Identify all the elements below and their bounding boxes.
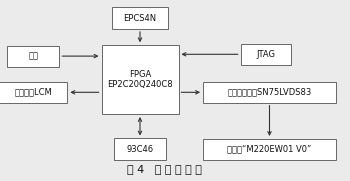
Text: 差分信号发送SN75LVDS83: 差分信号发送SN75LVDS83 (228, 88, 312, 97)
FancyBboxPatch shape (241, 44, 291, 65)
Text: EP2C20Q240C8: EP2C20Q240C8 (107, 80, 173, 89)
Text: 液晶模块LCM: 液晶模块LCM (14, 88, 52, 97)
Text: FPGA: FPGA (129, 70, 151, 79)
Text: 图 4   整 体 结 构 图: 图 4 整 体 结 构 图 (127, 164, 202, 174)
Text: 液晶屏“M220EW01 V0”: 液晶屏“M220EW01 V0” (228, 145, 312, 154)
FancyBboxPatch shape (102, 45, 178, 114)
Text: 93C46: 93C46 (126, 145, 154, 154)
Text: 按键: 按键 (28, 52, 38, 61)
FancyBboxPatch shape (112, 7, 168, 29)
FancyBboxPatch shape (203, 139, 336, 160)
Text: EPCS4N: EPCS4N (124, 14, 156, 23)
FancyBboxPatch shape (114, 138, 166, 160)
FancyBboxPatch shape (203, 82, 336, 103)
FancyBboxPatch shape (0, 82, 67, 103)
FancyBboxPatch shape (7, 46, 60, 67)
Text: JTAG: JTAG (257, 50, 275, 59)
